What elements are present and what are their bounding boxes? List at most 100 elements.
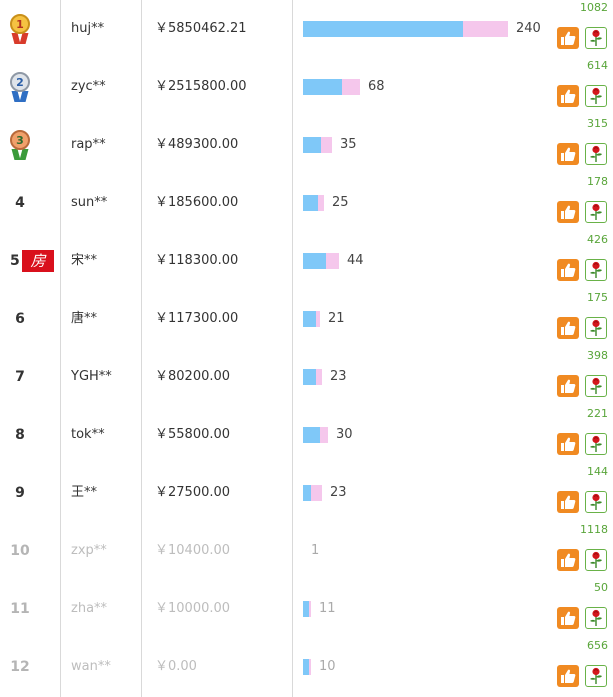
donation-count: 1	[311, 543, 320, 558]
thumbs-up-icon	[560, 494, 576, 510]
rank-cell: 9	[0, 464, 40, 522]
progress-bar	[303, 311, 320, 327]
like-button[interactable]	[557, 259, 579, 281]
flower-button[interactable]	[585, 433, 607, 455]
bronze-medal-icon: 3	[9, 130, 31, 160]
like-button[interactable]	[557, 201, 579, 223]
donation-count: 23	[330, 369, 347, 384]
donor-name: 唐**	[71, 311, 98, 326]
bar-segment-blue	[303, 311, 316, 327]
rank-cell: 11	[0, 580, 40, 638]
vote-count: 175	[587, 291, 608, 304]
progress-bar	[303, 485, 322, 501]
donation-amount: ￥10400.00	[155, 543, 231, 558]
vote-count: 614	[587, 59, 608, 72]
flower-button[interactable]	[585, 259, 607, 281]
flower-button[interactable]	[585, 143, 607, 165]
bar-segment-pink	[316, 311, 320, 327]
table-row: 4 sun** ￥185600.00 25 178	[0, 174, 613, 232]
rank-number: 4	[15, 195, 25, 211]
rose-icon	[588, 377, 604, 395]
rose-icon	[588, 29, 604, 47]
donation-count: 240	[516, 21, 541, 36]
progress-bar	[303, 21, 508, 37]
bar-segment-pink	[311, 485, 322, 501]
vote-count: 656	[587, 639, 608, 652]
progress-bar	[303, 427, 328, 443]
bar-segment-blue	[303, 601, 309, 617]
vote-count: 1082	[580, 1, 608, 14]
bar-segment-blue	[303, 427, 320, 443]
flower-button[interactable]	[585, 491, 607, 513]
thumbs-up-icon	[560, 668, 576, 684]
donation-count: 25	[332, 195, 349, 210]
like-button[interactable]	[557, 375, 579, 397]
donation-amount: ￥27500.00	[155, 485, 231, 500]
table-row: 12 wan** ￥0.00 10 656	[0, 638, 613, 696]
like-button[interactable]	[557, 85, 579, 107]
flower-button[interactable]	[585, 665, 607, 687]
bar-segment-pink	[326, 253, 339, 269]
rank-number: 7	[15, 369, 25, 385]
table-row: 1 huj** ￥5850462.21 240 1082	[0, 0, 613, 58]
rank-cell: 10	[0, 522, 40, 580]
rank-number: 8	[15, 427, 25, 443]
vote-count: 50	[594, 581, 608, 594]
flower-button[interactable]	[585, 375, 607, 397]
donation-count: 10	[319, 659, 336, 674]
flower-button[interactable]	[585, 607, 607, 629]
donation-count: 21	[328, 311, 345, 326]
table-row: 2 zyc** ￥2515800.00 68 614	[0, 58, 613, 116]
like-button[interactable]	[557, 549, 579, 571]
vote-count: 144	[587, 465, 608, 478]
bar-segment-pink	[342, 79, 360, 95]
like-button[interactable]	[557, 317, 579, 339]
flower-button[interactable]	[585, 317, 607, 339]
like-button[interactable]	[557, 433, 579, 455]
thumbs-up-icon	[560, 436, 576, 452]
donor-name: YGH**	[71, 369, 112, 384]
rank-cell: 12	[0, 638, 40, 696]
progress-bar	[303, 659, 311, 675]
thumbs-up-icon	[560, 146, 576, 162]
rank-cell: 7	[0, 348, 40, 406]
table-row: 7 YGH** ￥80200.00 23 398	[0, 348, 613, 406]
flower-button[interactable]	[585, 201, 607, 223]
rank-cell: 6	[0, 290, 40, 348]
flower-button[interactable]	[585, 27, 607, 49]
like-button[interactable]	[557, 665, 579, 687]
rose-icon	[588, 667, 604, 685]
progress-bar	[303, 137, 332, 153]
progress-bar	[303, 79, 360, 95]
rank-cell: 4	[0, 174, 40, 232]
like-button[interactable]	[557, 143, 579, 165]
thumbs-up-icon	[560, 320, 576, 336]
donation-amount: ￥80200.00	[155, 369, 231, 384]
rank-number: 11	[10, 601, 30, 617]
donor-name: zxp**	[71, 543, 107, 558]
rank-cell: 2	[0, 58, 40, 116]
rose-icon	[588, 551, 604, 569]
donation-amount: ￥0.00	[155, 659, 197, 674]
rose-icon	[588, 319, 604, 337]
column-divider-amount	[292, 0, 293, 697]
bar-segment-blue	[303, 253, 326, 269]
column-divider-name	[141, 0, 142, 697]
donation-count: 30	[336, 427, 353, 442]
donor-name: 王**	[71, 485, 98, 500]
donation-count: 35	[340, 137, 357, 152]
bar-segment-pink	[321, 137, 332, 153]
bar-segment-blue	[303, 485, 311, 501]
vote-count: 221	[587, 407, 608, 420]
flower-button[interactable]	[585, 85, 607, 107]
vote-count: 315	[587, 117, 608, 130]
vote-count: 178	[587, 175, 608, 188]
like-button[interactable]	[557, 491, 579, 513]
rose-icon	[588, 261, 604, 279]
flower-button[interactable]	[585, 549, 607, 571]
bar-segment-pink	[320, 427, 328, 443]
donor-name: rap**	[71, 137, 106, 152]
like-button[interactable]	[557, 27, 579, 49]
like-button[interactable]	[557, 607, 579, 629]
bar-segment-pink	[316, 369, 322, 385]
